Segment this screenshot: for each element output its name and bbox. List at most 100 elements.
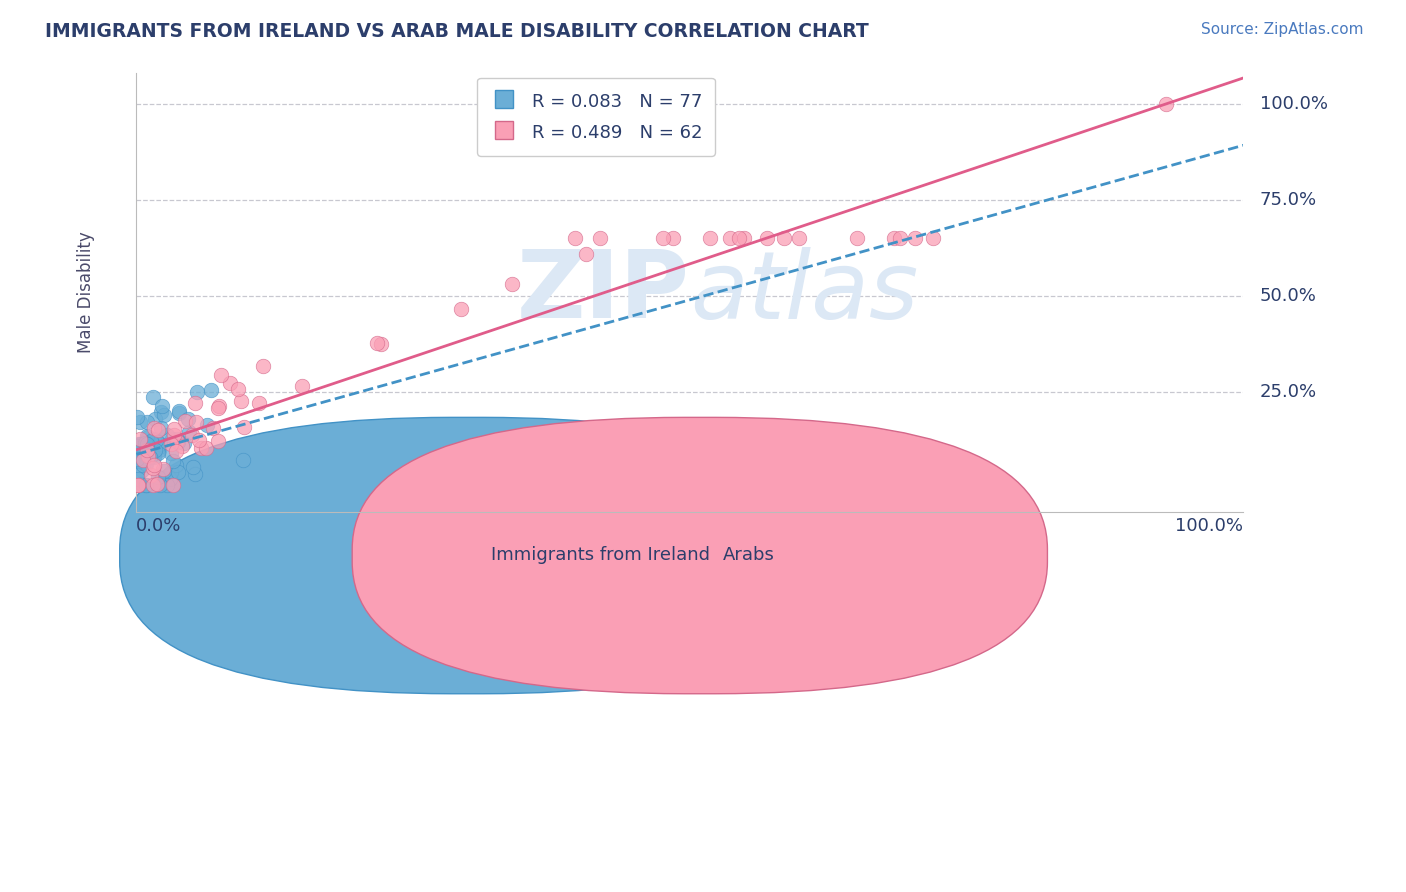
Point <box>142 460 165 475</box>
Point <box>128 437 150 451</box>
Point <box>575 247 598 261</box>
Point <box>652 231 675 245</box>
Point <box>159 437 181 451</box>
Point <box>219 376 242 390</box>
Point <box>231 393 253 408</box>
Point <box>129 437 152 451</box>
Point <box>156 428 179 442</box>
Point <box>162 477 184 491</box>
Point <box>209 368 232 383</box>
Point <box>148 443 170 458</box>
Point <box>232 452 254 467</box>
Point <box>166 434 188 448</box>
Point <box>127 477 149 491</box>
Point <box>145 433 167 447</box>
Point <box>142 447 165 461</box>
Point <box>160 465 183 479</box>
Point <box>233 420 256 434</box>
Point <box>143 450 166 464</box>
Text: Source: ZipAtlas.com: Source: ZipAtlas.com <box>1201 22 1364 37</box>
Text: 100.0%: 100.0% <box>1175 517 1243 535</box>
Point <box>134 438 156 452</box>
Point <box>135 477 157 491</box>
Text: Immigrants from Ireland: Immigrants from Ireland <box>491 546 710 564</box>
Point <box>186 384 208 399</box>
Point <box>166 433 188 447</box>
Point <box>149 404 172 418</box>
Point <box>662 231 685 245</box>
Point <box>165 458 187 472</box>
Text: 50.0%: 50.0% <box>1260 287 1317 305</box>
Point <box>169 406 191 420</box>
Point <box>149 436 172 450</box>
Point <box>127 451 149 466</box>
Point <box>165 444 187 458</box>
Text: atlas: atlas <box>690 247 918 338</box>
Point <box>883 231 905 245</box>
Point <box>135 429 157 443</box>
Point <box>132 458 155 472</box>
Point <box>135 451 157 466</box>
Point <box>699 231 721 245</box>
Point <box>167 465 190 479</box>
Point <box>226 383 249 397</box>
Point <box>167 404 190 418</box>
Point <box>134 442 156 456</box>
Point <box>156 477 179 491</box>
Point <box>162 432 184 446</box>
Point <box>139 450 162 465</box>
Point <box>129 449 152 463</box>
Point <box>136 430 159 444</box>
Point <box>720 231 742 245</box>
Point <box>756 231 779 245</box>
Point <box>127 438 149 452</box>
Point <box>143 411 166 425</box>
Point <box>134 477 156 491</box>
Point <box>195 442 218 456</box>
Point <box>136 415 159 429</box>
Point <box>128 477 150 491</box>
FancyBboxPatch shape <box>120 417 815 694</box>
Point <box>132 452 155 467</box>
Point <box>131 463 153 477</box>
Point <box>167 435 190 450</box>
Point <box>142 421 165 435</box>
Point <box>889 231 911 245</box>
Point <box>141 468 163 483</box>
Point <box>163 422 186 436</box>
Point <box>183 467 205 481</box>
Point <box>129 432 152 446</box>
Point <box>177 425 200 439</box>
Point <box>148 440 170 454</box>
Point <box>207 401 229 415</box>
Point <box>127 467 149 482</box>
Point <box>208 399 231 413</box>
Point <box>173 436 195 450</box>
Point <box>195 418 218 433</box>
Text: ZIP: ZIP <box>517 246 690 338</box>
Point <box>202 421 225 435</box>
Point <box>159 446 181 460</box>
Point <box>129 444 152 458</box>
Point <box>127 477 149 491</box>
Point <box>131 476 153 491</box>
Text: Arabs: Arabs <box>723 546 775 564</box>
Point <box>148 446 170 460</box>
Point <box>146 477 169 491</box>
Text: 0.0%: 0.0% <box>136 517 181 535</box>
Legend: R = 0.083   N = 77, R = 0.489   N = 62: R = 0.083 N = 77, R = 0.489 N = 62 <box>478 78 714 156</box>
Point <box>127 410 149 425</box>
Point <box>128 449 150 463</box>
Point <box>136 439 159 453</box>
Point <box>136 449 159 463</box>
Point <box>153 464 176 478</box>
Point <box>139 450 162 465</box>
Point <box>589 231 612 245</box>
Point <box>149 421 172 435</box>
Point <box>773 231 796 245</box>
Point <box>163 427 186 442</box>
Point <box>181 460 204 475</box>
Point <box>180 427 202 442</box>
Point <box>127 452 149 467</box>
Point <box>921 231 943 245</box>
